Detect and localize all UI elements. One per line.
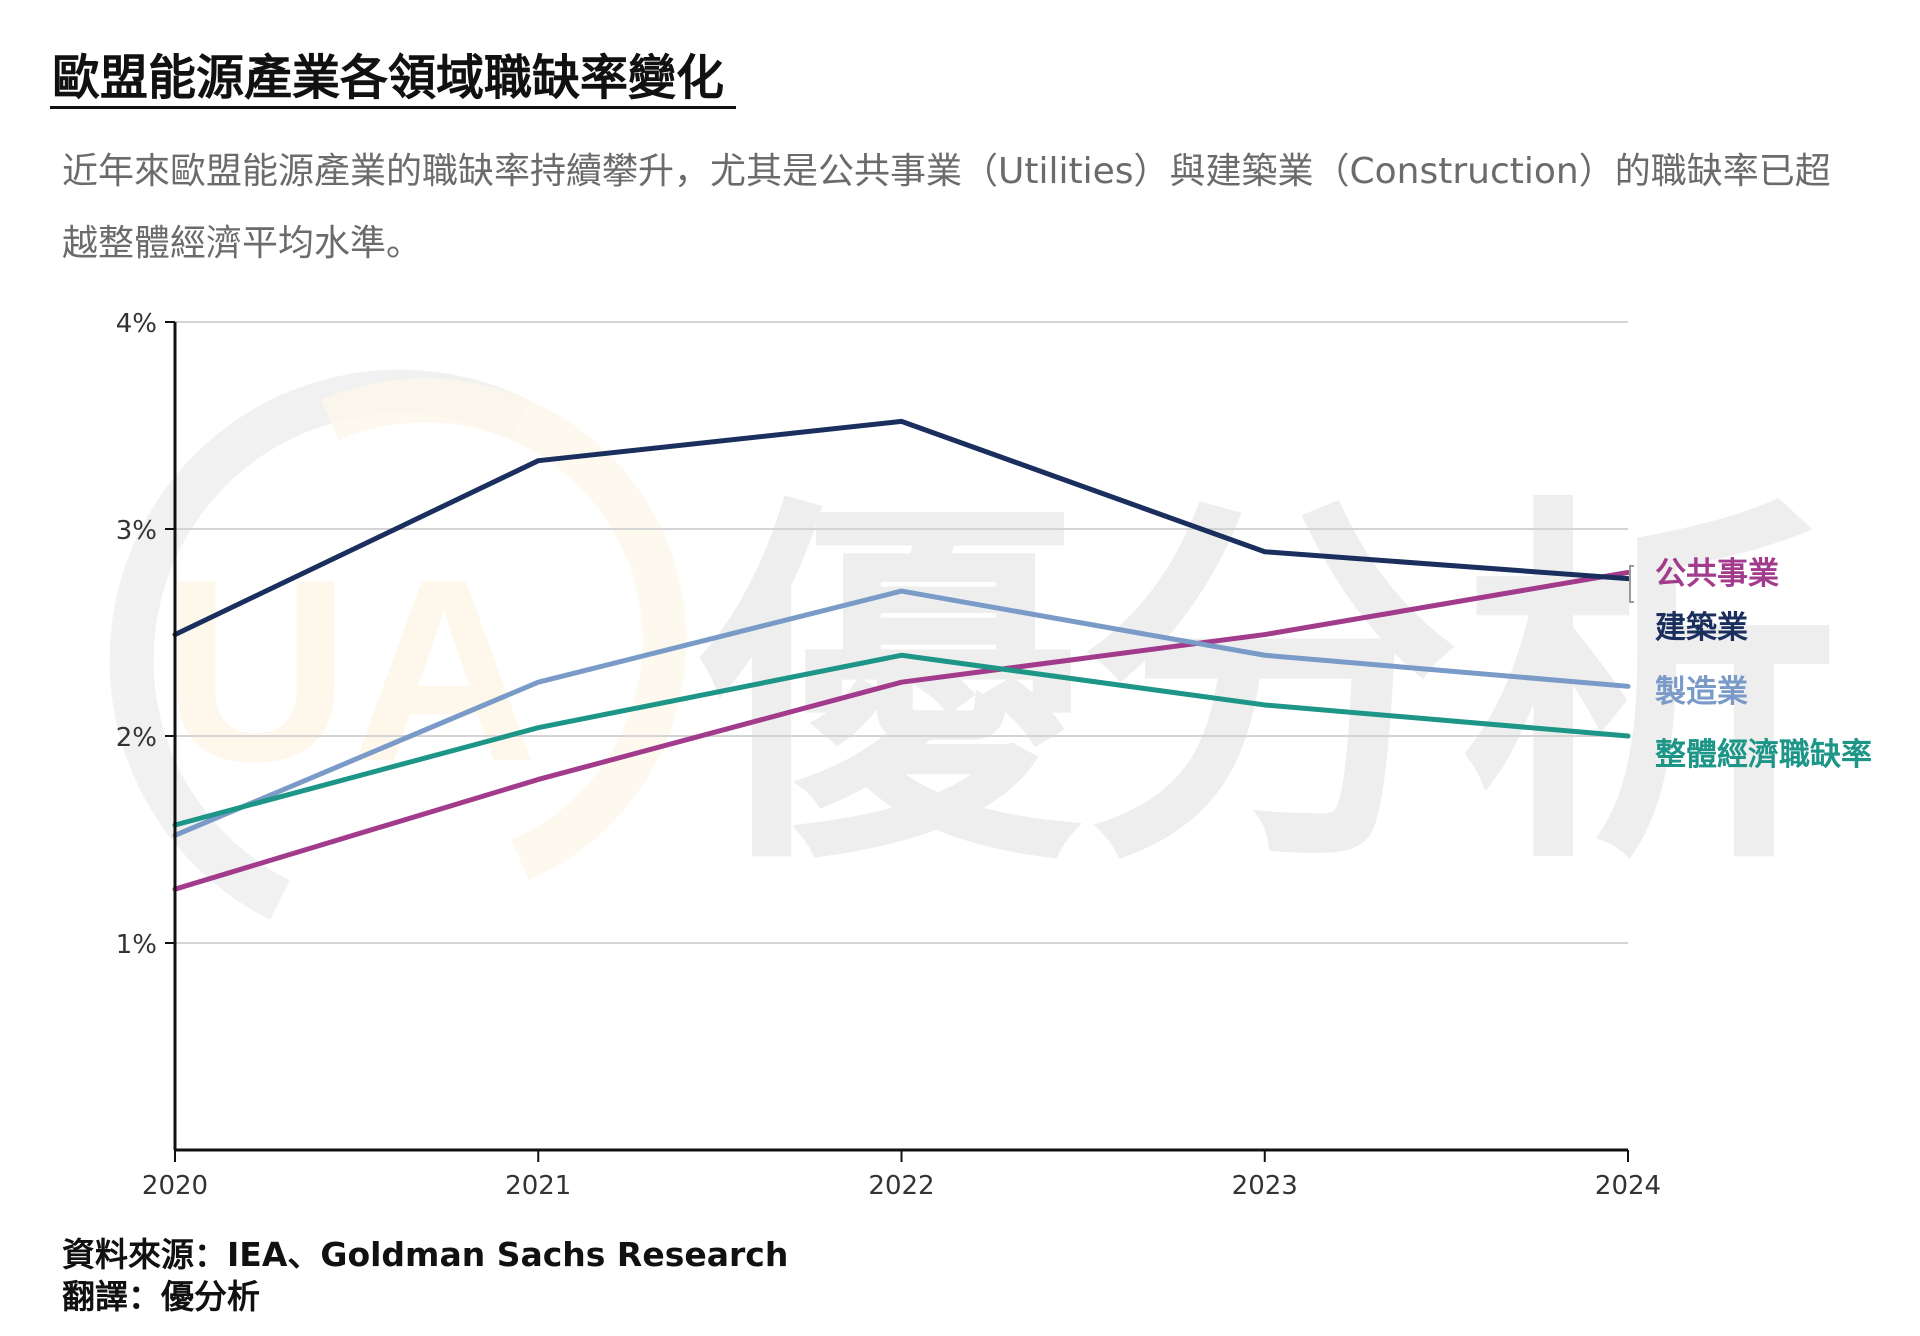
x-tick-label-2: 2022 (868, 1171, 934, 1201)
series-line-2 (172, 588, 1631, 838)
footer: 資料來源：IEA、Goldman Sachs Research 翻譯：優分析 (62, 1234, 788, 1318)
title-underline (50, 106, 736, 109)
page-subtitle: 近年來歐盟能源產業的職缺率持續攀升，尤其是公共事業（Utilities）與建築業… (62, 151, 1831, 264)
chart-series (172, 418, 1631, 892)
x-axis-ticks: 2020 2021 2022 2023 2024 (142, 1150, 1661, 1201)
series-line-3 (172, 652, 1631, 828)
series-line-1 (172, 418, 1631, 638)
series-label-1: 建築業 (1655, 610, 1748, 646)
series-line-0 (172, 569, 1631, 892)
line-chart: 1% 2% 3% 4% 2020 2021 2022 2023 2024 公共事業建築業製造業… (116, 309, 1872, 1201)
series-label-0: 公共事業 (1655, 556, 1779, 592)
source-note: 資料來源：IEA、Goldman Sachs Research (62, 1235, 789, 1274)
y-tick-label-0: 1% (116, 930, 157, 960)
y-tick-label-3: 4% (116, 309, 157, 339)
translation-note: 翻譯：優分析 (62, 1277, 260, 1316)
x-tick-label-3: 2023 (1232, 1171, 1298, 1201)
x-tick-label-0: 2020 (142, 1171, 208, 1201)
series-label-3: 整體經濟職缺率 (1655, 737, 1872, 773)
x-tick-label-1: 2021 (505, 1171, 571, 1201)
y-tick-label-2: 3% (116, 516, 157, 546)
label-bracket (1629, 565, 1634, 603)
series-label-2: 製造業 (1655, 674, 1748, 710)
chart-gridlines (175, 321, 1628, 944)
y-tick-label-1: 2% (116, 723, 157, 753)
y-axis-ticks: 1% 2% 3% 4% (116, 309, 175, 960)
x-tick-label-4: 2024 (1595, 1171, 1661, 1201)
page-title: 歐盟能源產業各領域職缺率變化 (52, 50, 725, 106)
